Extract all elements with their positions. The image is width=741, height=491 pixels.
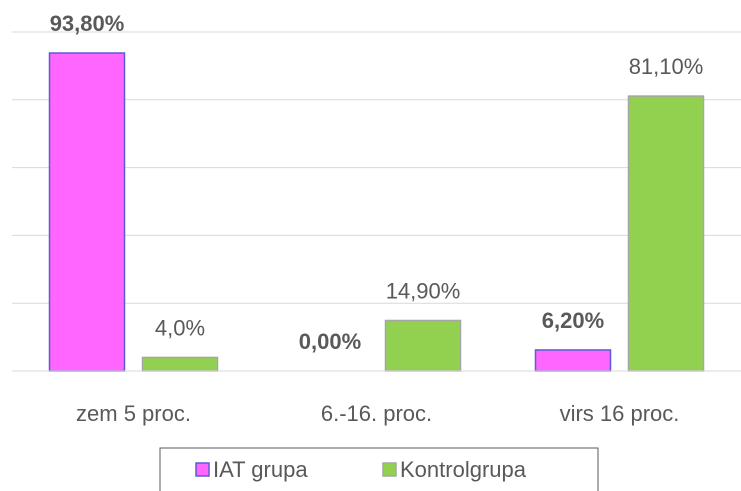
data-label: 93,80%	[50, 11, 125, 36]
bar	[627, 95, 705, 372]
x-tick-label: virs 16 proc.	[560, 401, 680, 426]
legend-swatch	[195, 462, 210, 477]
x-tick-label: 6.-16. proc.	[321, 401, 432, 426]
legend-label: Kontrolgrupa	[400, 457, 527, 482]
data-label: 81,10%	[629, 54, 704, 79]
legend-swatch	[382, 462, 397, 477]
bar	[141, 356, 219, 372]
bar	[384, 319, 462, 372]
data-label: 4,0%	[155, 315, 205, 340]
legend-box	[159, 447, 599, 491]
bar	[48, 52, 126, 372]
bar	[534, 349, 612, 372]
data-label: 14,90%	[386, 278, 461, 303]
data-label: 0,00%	[299, 329, 361, 354]
legend-label: IAT grupa	[213, 457, 308, 482]
x-tick-label: zem 5 proc.	[76, 401, 191, 426]
data-label: 6,20%	[542, 308, 604, 333]
